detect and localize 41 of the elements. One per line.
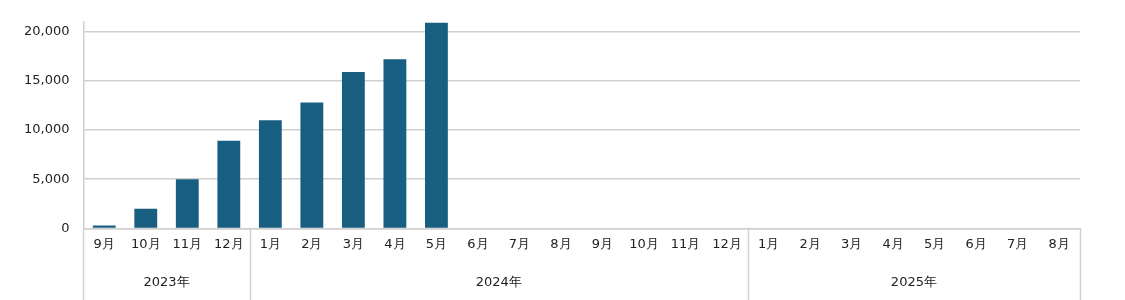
x-tick-label: 12月 xyxy=(712,235,742,251)
x-tick-label: 10月 xyxy=(131,235,161,251)
bar xyxy=(258,120,282,228)
x-tick-label: 11月 xyxy=(172,235,203,251)
bar xyxy=(300,102,324,228)
x-tick-label: 8月 xyxy=(550,235,572,251)
x-tick-label: 2月 xyxy=(799,235,821,251)
x-tick-label: 4月 xyxy=(882,235,904,251)
text: 2023年 xyxy=(143,274,190,290)
bar xyxy=(383,59,407,228)
bar xyxy=(92,225,116,228)
text: 2025年 xyxy=(890,274,937,290)
y-tick-label: 10,000 xyxy=(23,121,70,137)
bar xyxy=(341,71,365,228)
x-tick-label: 6月 xyxy=(467,235,489,251)
x-tick-label: 3月 xyxy=(840,235,863,251)
x-tick-label: 8月 xyxy=(1048,235,1070,251)
x-tick-label: 7月 xyxy=(1007,235,1029,251)
x-tick-label: 2月 xyxy=(301,235,323,251)
y-tick-label: 20,000 xyxy=(23,23,70,39)
x-tick-label: 11月 xyxy=(670,235,701,251)
x-tick-label: 4月 xyxy=(384,235,406,251)
x-tick-label: 12月 xyxy=(214,235,244,251)
x-tick-label: 6月 xyxy=(965,235,987,251)
x-tick-label: 1月 xyxy=(757,235,780,251)
text: 2024年 xyxy=(475,274,522,290)
bar xyxy=(134,208,158,228)
x-tick-label: 1月 xyxy=(259,235,281,251)
x-tick-label: 9月 xyxy=(591,235,614,251)
x-tick-label: 5月 xyxy=(924,235,946,251)
y-tick-label: 5,000 xyxy=(32,170,70,186)
x-tick-label: 10月 xyxy=(629,235,659,251)
y-tick-label: 0 xyxy=(61,219,70,235)
bar xyxy=(175,179,199,228)
x-tick-label: 5月 xyxy=(425,235,448,251)
x-tick-label: 9月 xyxy=(93,235,115,251)
bar xyxy=(217,140,241,228)
x-tick-label: 7月 xyxy=(508,235,531,251)
bar xyxy=(425,22,448,228)
y-tick-label: 15,000 xyxy=(23,72,70,88)
x-tick-label: 3月 xyxy=(342,235,365,251)
